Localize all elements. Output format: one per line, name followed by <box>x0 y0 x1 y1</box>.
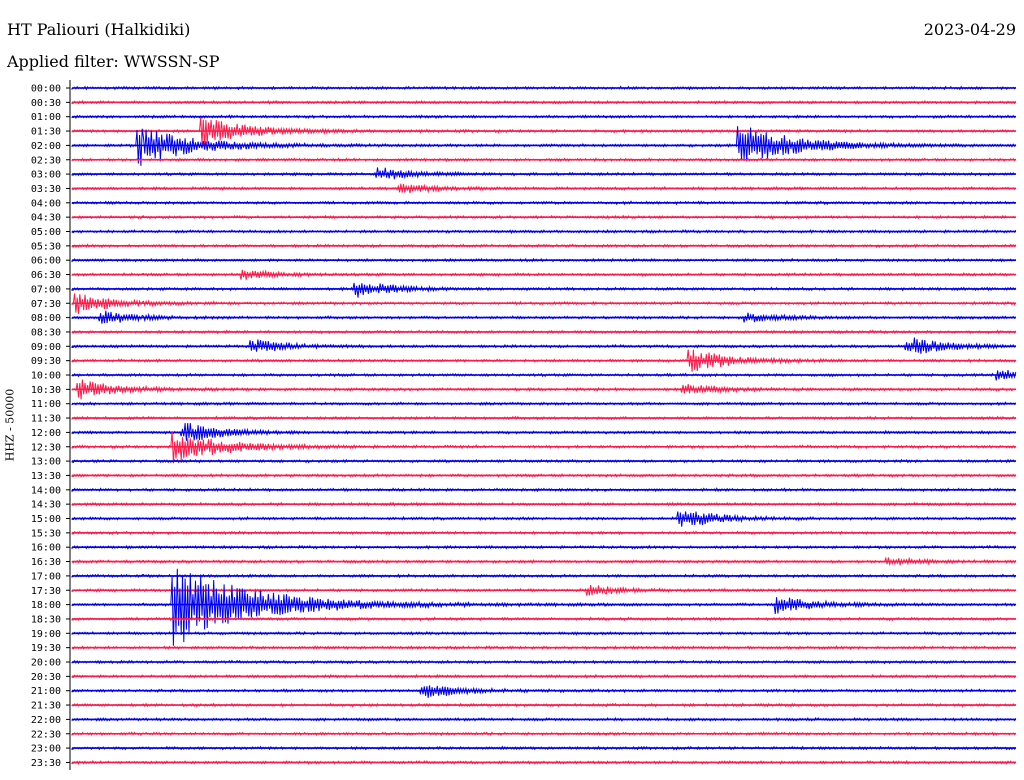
time-tick-label: 08:00 <box>31 313 61 324</box>
trace-line <box>71 117 1017 147</box>
time-tick-label: 09:30 <box>31 356 61 367</box>
time-tick-label: 14:00 <box>31 485 61 496</box>
time-tick-label: 05:30 <box>31 241 61 252</box>
time-tick-label: 20:30 <box>31 672 61 683</box>
time-tick-label: 02:00 <box>31 141 61 152</box>
time-tick-label: 16:00 <box>31 543 61 554</box>
time-ticks-group: 00:00 00:30 01:00 01:30 02:00 02:30 03:00 03:30… <box>31 84 70 769</box>
time-tick-label: 20:00 <box>31 658 61 669</box>
time-tick-label: 15:30 <box>31 528 61 539</box>
time-tick-label: 23:00 <box>31 744 61 755</box>
time-tick-label: 02:30 <box>31 155 61 166</box>
time-tick-label: 03:30 <box>31 184 61 195</box>
filter-label: Applied filter: WWSSN-SP <box>7 52 220 71</box>
time-tick-label: 18:00 <box>31 600 61 611</box>
time-tick-label: 13:00 <box>31 457 61 468</box>
time-tick-label: 16:30 <box>31 557 61 568</box>
time-tick-label: 06:00 <box>31 256 61 267</box>
time-tick-label: 10:00 <box>31 371 61 382</box>
time-tick-label: 12:00 <box>31 428 61 439</box>
time-tick-label: 01:30 <box>31 127 61 138</box>
time-tick-label: 10:30 <box>31 385 61 396</box>
time-tick-label: 03:00 <box>31 170 61 181</box>
time-tick-label: 07:30 <box>31 299 61 310</box>
time-tick-label: 09:00 <box>31 342 61 353</box>
time-tick-label: 14:30 <box>31 500 61 511</box>
time-tick-label: 15:00 <box>31 514 61 525</box>
trace-line <box>71 685 1017 698</box>
time-tick-label: 21:30 <box>31 701 61 712</box>
time-tick-label: 00:00 <box>31 84 61 95</box>
time-tick-label: 23:30 <box>31 758 61 769</box>
time-tick-label: 04:00 <box>31 198 61 209</box>
time-tick-label: 22:30 <box>31 729 61 740</box>
time-tick-label: 17:30 <box>31 586 61 597</box>
time-tick-label: 19:00 <box>31 629 61 640</box>
time-tick-label: 08:30 <box>31 327 61 338</box>
time-tick-label: 11:00 <box>31 399 61 410</box>
time-tick-label: 01:00 <box>31 112 61 123</box>
time-tick-label: 18:30 <box>31 614 61 625</box>
time-tick-label: 05:00 <box>31 227 61 238</box>
traces-group <box>71 85 1017 766</box>
time-tick-label: 12:30 <box>31 442 61 453</box>
time-tick-label: 00:30 <box>31 98 61 109</box>
time-tick-label: 06:30 <box>31 270 61 281</box>
trace-line <box>71 282 1017 298</box>
station-title: HT Paliouri (Halkidiki) <box>7 20 191 39</box>
date-label: 2023-04-29 <box>923 20 1016 39</box>
time-tick-label: 22:00 <box>31 715 61 726</box>
time-tick-label: 17:00 <box>31 571 61 582</box>
time-tick-label: 21:00 <box>31 686 61 697</box>
time-tick-label: 04:30 <box>31 213 61 224</box>
time-tick-label: 19:30 <box>31 643 61 654</box>
time-tick-label: 07:00 <box>31 284 61 295</box>
time-tick-label: 11:30 <box>31 414 61 425</box>
time-tick-label: 13:30 <box>31 471 61 482</box>
